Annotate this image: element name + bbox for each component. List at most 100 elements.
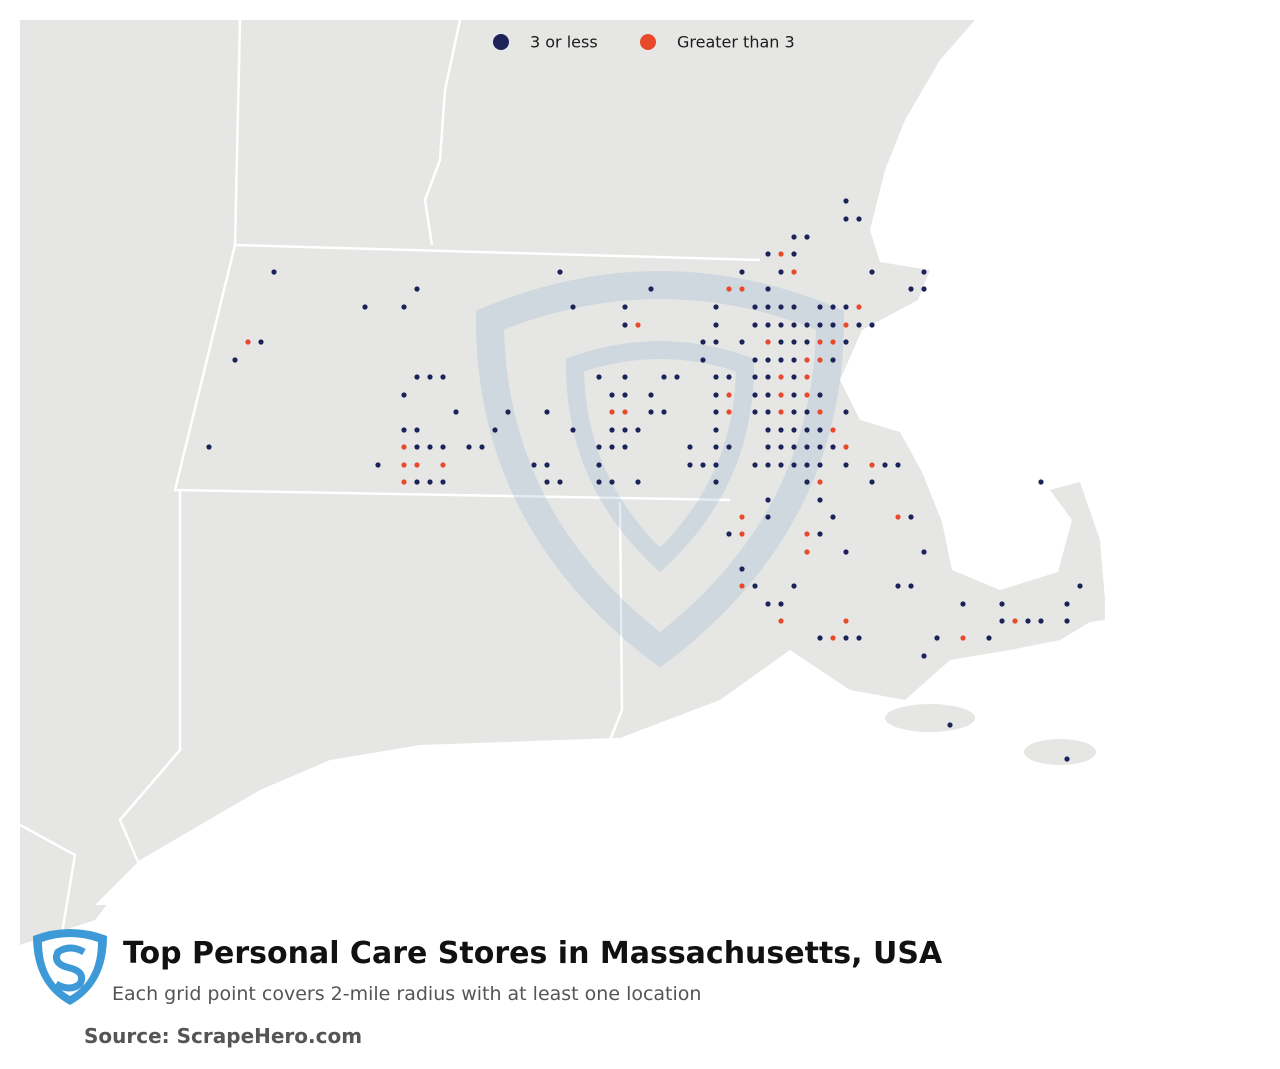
grid-point: [713, 374, 719, 380]
grid-point: [804, 322, 810, 328]
grid-point: [791, 462, 797, 468]
logo: [33, 929, 107, 1005]
grid-point: [544, 479, 550, 485]
grid-point: [375, 462, 381, 468]
grid-point: [1012, 618, 1018, 624]
grid-point: [817, 392, 823, 398]
grid-point: [817, 357, 823, 363]
grid-point: [687, 444, 693, 450]
grid-point: [843, 216, 849, 222]
grid-point: [843, 549, 849, 555]
grid-point: [843, 409, 849, 415]
grid-point: [791, 357, 797, 363]
grid-point: [739, 583, 745, 589]
grid-point: [609, 409, 615, 415]
grid-point: [791, 339, 797, 345]
grid-point: [739, 531, 745, 537]
grid-point: [895, 462, 901, 468]
grid-point: [856, 322, 862, 328]
grid-point: [804, 339, 810, 345]
grid-point: [440, 374, 446, 380]
grid-point: [791, 304, 797, 310]
grid-point: [700, 339, 706, 345]
grid-point: [765, 322, 771, 328]
long-island: [95, 735, 700, 905]
legend-marker: [493, 34, 509, 50]
grid-point: [713, 462, 719, 468]
grid-point: [921, 549, 927, 555]
grid-point: [609, 392, 615, 398]
grid-point: [726, 444, 732, 450]
grid-point: [648, 392, 654, 398]
grid-point: [921, 653, 927, 659]
grid-point: [401, 444, 407, 450]
grid-point: [765, 497, 771, 503]
grid-point: [791, 269, 797, 275]
island: [1024, 739, 1096, 765]
grid-point: [635, 322, 641, 328]
grid-point: [817, 322, 823, 328]
grid-point: [778, 462, 784, 468]
grid-point: [739, 286, 745, 292]
grid-point: [778, 618, 784, 624]
grid-point: [401, 479, 407, 485]
grid-point: [934, 635, 940, 641]
grid-point: [752, 304, 758, 310]
grid-point: [908, 514, 914, 520]
grid-point: [791, 444, 797, 450]
grid-point: [778, 601, 784, 607]
grid-point: [765, 374, 771, 380]
grid-point: [804, 444, 810, 450]
grid-point: [830, 357, 836, 363]
grid-point: [596, 374, 602, 380]
grid-point: [791, 234, 797, 240]
grid-point: [362, 304, 368, 310]
grid-point: [778, 409, 784, 415]
grid-point: [622, 304, 628, 310]
grid-point: [622, 409, 628, 415]
grid-point: [791, 322, 797, 328]
grid-point: [206, 444, 212, 450]
grid-point: [622, 444, 628, 450]
grid-point: [1025, 618, 1031, 624]
grid-point: [570, 304, 576, 310]
grid-point: [869, 322, 875, 328]
grid-point: [713, 409, 719, 415]
legend-marker: [640, 34, 656, 50]
grid-point: [622, 322, 628, 328]
grid-point: [765, 427, 771, 433]
grid-point: [752, 583, 758, 589]
grid-point: [752, 357, 758, 363]
grid-point: [843, 444, 849, 450]
state-borders: [19, 19, 761, 946]
grid-point: [765, 357, 771, 363]
grid-point: [466, 444, 472, 450]
grid-point: [843, 322, 849, 328]
grid-point: [765, 514, 771, 520]
grid-point: [752, 322, 758, 328]
grid-point: [804, 427, 810, 433]
grid-point: [739, 566, 745, 572]
grid-point: [401, 392, 407, 398]
grid-point: [414, 462, 420, 468]
grid-point: [752, 409, 758, 415]
grid-point: [778, 251, 784, 257]
grid-point: [440, 462, 446, 468]
grid-point: [648, 409, 654, 415]
grid-point: [817, 444, 823, 450]
grid-point: [245, 339, 251, 345]
grid-point: [609, 444, 615, 450]
grid-point: [596, 479, 602, 485]
grid-point: [791, 427, 797, 433]
grid-point: [908, 583, 914, 589]
grid-point: [739, 514, 745, 520]
grid-point: [739, 339, 745, 345]
grid-point: [843, 198, 849, 204]
grid-point: [427, 479, 433, 485]
grid-point: [869, 269, 875, 275]
grid-point: [726, 409, 732, 415]
grid-point: [830, 304, 836, 310]
grid-point: [817, 479, 823, 485]
grid-point: [765, 392, 771, 398]
